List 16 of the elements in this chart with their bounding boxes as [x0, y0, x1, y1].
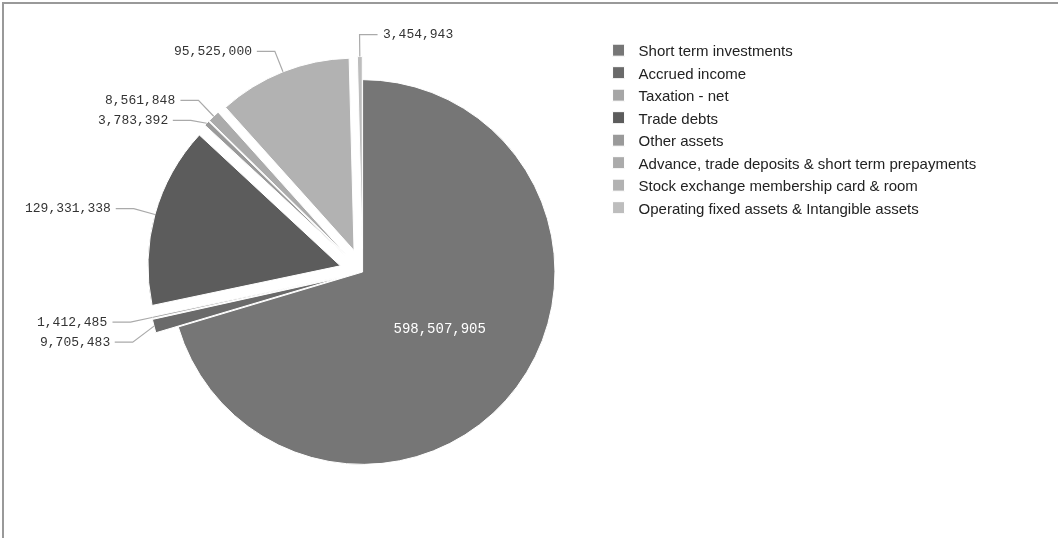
legend-label: Taxation - net — [638, 87, 730, 105]
legend-label: Trade debts — [638, 109, 719, 127]
data-label: 3,454,943 — [383, 27, 454, 42]
data-label: 9,705,483 — [40, 335, 111, 350]
legend-label: Accrued income — [638, 64, 747, 82]
legend-label: Other assets — [638, 132, 724, 150]
data-label: 129,331,338 — [25, 201, 111, 216]
data-label: 1,412,485 — [37, 315, 108, 330]
legend-label: Advance, trade deposits & short term prepayments — [638, 154, 977, 172]
legend-label: Operating fixed assets & Intangible assets — [638, 199, 919, 217]
data-label: 8,561,848 — [105, 93, 176, 108]
data-label: 598,507,905 — [393, 321, 486, 338]
legend-label: Stock exchange membership card & room — [638, 177, 918, 195]
data-label: 3,783,392 — [98, 113, 169, 128]
legend-label: Short term investments — [638, 42, 793, 60]
data-label: 95,525,000 — [174, 44, 253, 59]
